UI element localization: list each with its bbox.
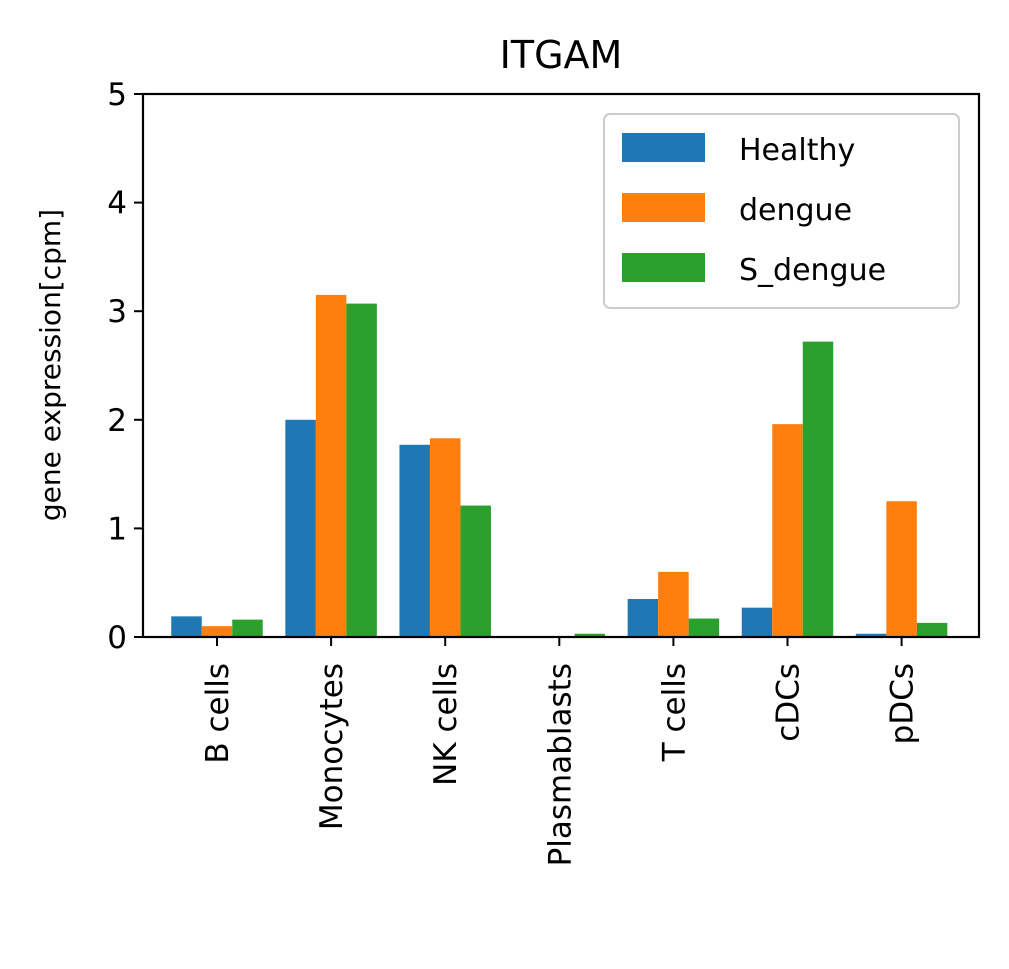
x-tick-label: cDCs — [771, 663, 807, 742]
x-tick-label: Plasmablasts — [542, 663, 578, 866]
bar-s-dengue-4 — [688, 618, 720, 637]
legend-label: dengue — [739, 193, 852, 228]
bar-dengue-4 — [658, 571, 689, 637]
legend-label: Healthy — [739, 133, 855, 168]
bar-s-dengue-3 — [574, 633, 606, 637]
y-tick-label: 3 — [107, 294, 127, 330]
x-tick-label: T cells — [656, 663, 692, 762]
bar-healthy-0 — [171, 616, 202, 637]
bar-s-dengue-6 — [916, 622, 948, 637]
bar-s-dengue-5 — [802, 341, 834, 637]
legend-swatch-healthy — [622, 133, 705, 162]
bar-dengue-6 — [886, 501, 917, 637]
plot-area: 0 1 2 3 4 5 B cells Monocytes NK cells Plasmablas… — [107, 77, 948, 866]
legend-swatch-s-dengue — [622, 253, 705, 282]
y-tick-label: 0 — [107, 620, 127, 656]
legend-swatch-dengue — [622, 193, 705, 222]
bar-healthy-5 — [741, 607, 773, 637]
bar-s-dengue-0 — [232, 619, 263, 637]
y-tick-label: 5 — [107, 77, 127, 113]
bar-dengue-2 — [429, 438, 461, 637]
bar-dengue-1 — [315, 294, 347, 637]
bar-dengue-0 — [201, 626, 233, 637]
bar-dengue-5 — [772, 424, 803, 637]
y-tick-label: 4 — [107, 186, 127, 222]
legend: Healthy dengue S_dengue — [603, 113, 960, 309]
bar-healthy-4 — [627, 598, 659, 637]
x-tick-label: NK cells — [428, 663, 464, 786]
y-axis-label: gene expression[cpm] — [34, 209, 67, 521]
bar-healthy-1 — [285, 419, 316, 637]
x-tick-label: B cells — [200, 663, 236, 764]
legend-label: S_dengue — [739, 253, 886, 288]
bar-healthy-6 — [855, 633, 887, 637]
x-tick-label: pDCs — [885, 663, 921, 744]
chart-title: ITGAM — [500, 33, 623, 77]
x-tick-label: Monocytes — [314, 663, 350, 830]
bar-healthy-2 — [399, 444, 430, 637]
bar-s-dengue-2 — [460, 505, 491, 637]
bar-s-dengue-1 — [346, 303, 377, 637]
y-tick-label: 1 — [107, 511, 127, 547]
plot-frame — [141, 92, 981, 639]
y-tick-label: 2 — [107, 403, 127, 439]
